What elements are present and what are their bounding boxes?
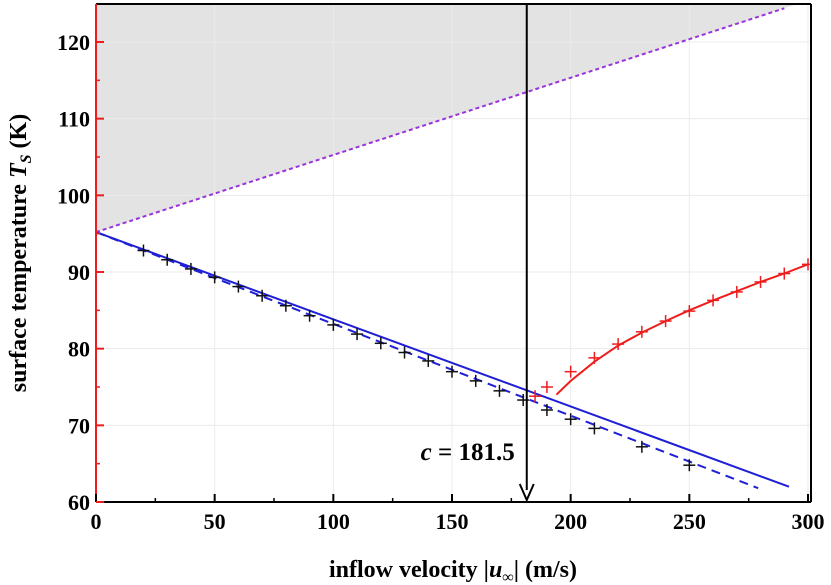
shaded-region: [96, 4, 808, 233]
axis-ticks: 0 50 100 150 200 250 300 60 70 80 90 100 110 120: [57, 30, 825, 534]
data-point: [683, 305, 696, 318]
data-point: [161, 253, 174, 266]
annotation: c = 181.5: [421, 4, 535, 503]
data-point: [588, 422, 601, 435]
y-tick-label: 120: [57, 30, 90, 55]
data-point: [351, 328, 364, 341]
data-point: [303, 309, 316, 322]
y-tick-label: 70: [68, 413, 90, 438]
data-point: [529, 390, 542, 403]
data-point: [374, 337, 387, 350]
data-point: [540, 404, 553, 416]
data-point: [612, 338, 625, 351]
data-point: [778, 267, 791, 280]
data-point: [137, 244, 150, 257]
shaded-region-polygon: [96, 4, 808, 233]
data-point: [469, 374, 482, 387]
annotation-arrow-head: [518, 483, 535, 503]
y-axis-title: surface temperature TS (K): [6, 114, 35, 392]
data-point: [635, 325, 648, 338]
annotation-value: = 181.5: [432, 439, 515, 466]
data-point: [279, 299, 292, 312]
data-point: [707, 294, 720, 307]
data-point: [232, 280, 245, 293]
data-point: [659, 315, 672, 328]
series-line-solid: [555, 263, 809, 396]
data-point: [422, 354, 435, 367]
data-point: [327, 318, 340, 331]
data-point: [754, 275, 767, 288]
data-point: [184, 262, 197, 275]
series-line-dotted: [96, 7, 785, 234]
data-point: [588, 351, 601, 364]
x-tick-label: 200: [554, 509, 587, 534]
x-tick-label: 0: [91, 509, 102, 534]
data-point: [446, 365, 458, 378]
data-point: [398, 346, 411, 359]
data-point: [635, 440, 648, 453]
data-point: [564, 413, 577, 426]
series-line-dashed: [96, 231, 759, 490]
x-axis-title: inflow velocity |u∞| (m/s): [329, 557, 577, 585]
series-group: [96, 7, 811, 490]
data-point: [256, 289, 269, 302]
x-tick-label: 300: [792, 509, 825, 534]
y-tick-label: 90: [68, 260, 90, 285]
data-point: [208, 271, 221, 284]
y-tick-label: 80: [68, 337, 90, 362]
y-tick-label: 110: [58, 107, 90, 132]
data-point: [730, 285, 743, 298]
x-tick-label: 50: [204, 509, 226, 534]
data-point: [683, 459, 696, 472]
series-line-solid: [96, 231, 790, 488]
annotation-var: c: [421, 439, 432, 466]
annotation-label: c = 181.5: [421, 439, 515, 466]
data-point: [540, 381, 553, 393]
data-point: [564, 365, 577, 378]
data-point: [802, 258, 811, 271]
x-tick-label: 250: [673, 509, 706, 534]
y-tick-label: 100: [57, 183, 90, 208]
x-tick-label: 100: [317, 509, 350, 534]
x-tick-label: 150: [436, 509, 469, 534]
y-tick-label: 60: [68, 490, 90, 515]
data-point: [493, 384, 506, 397]
